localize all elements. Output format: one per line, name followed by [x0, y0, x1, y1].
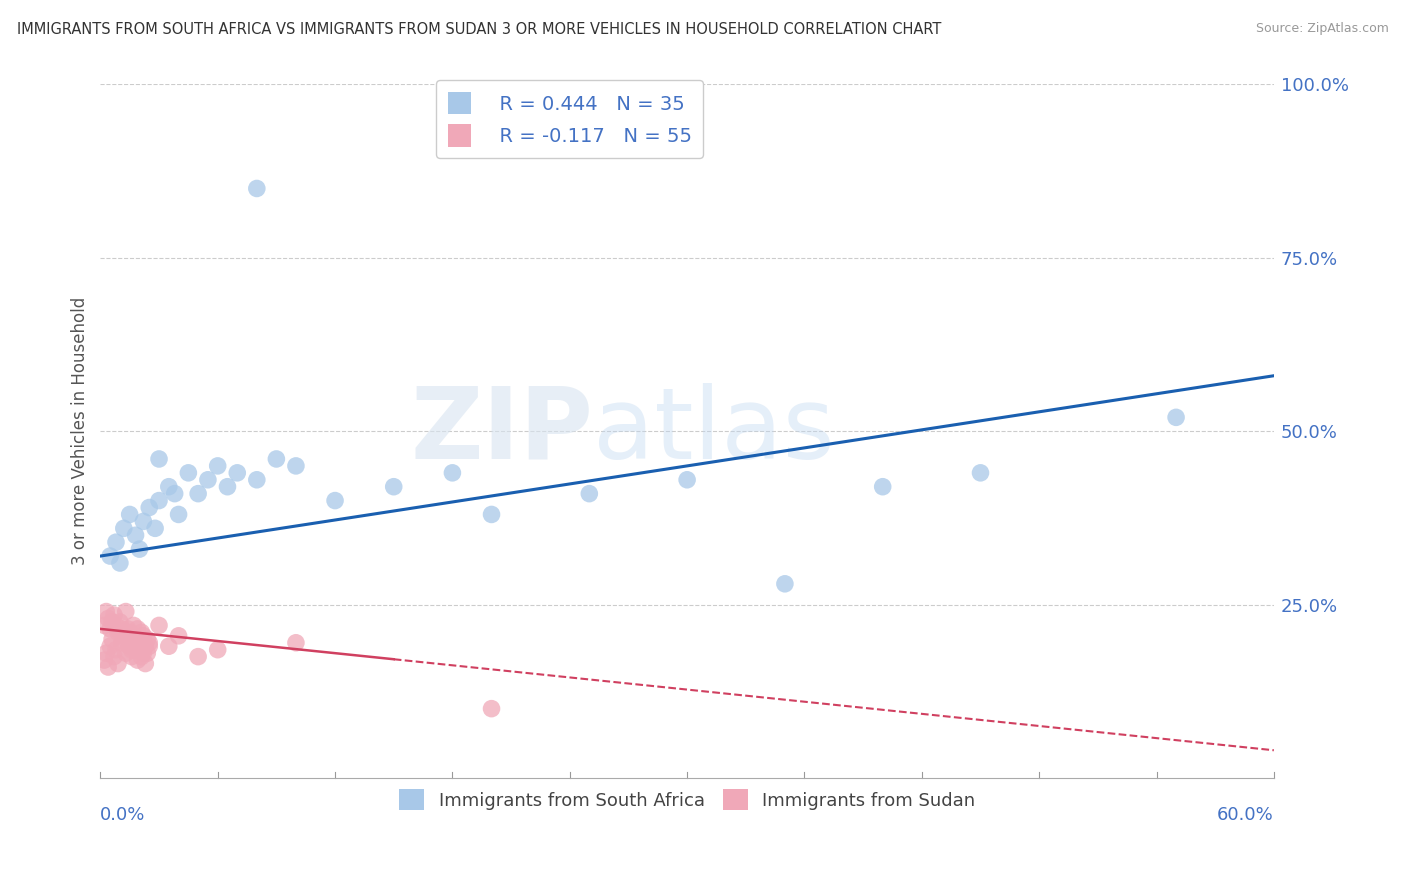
Point: [138, 500, 160, 515]
Point: [101, 615, 124, 629]
Point: [134, 639, 156, 653]
Point: [969, 466, 991, 480]
Point: [148, 452, 170, 467]
Point: [93, 618, 115, 632]
Text: IMMIGRANTS FROM SOUTH AFRICA VS IMMIGRANTS FROM SUDAN 3 OR MORE VEHICLES IN HOUS: IMMIGRANTS FROM SOUTH AFRICA VS IMMIGRAN…: [17, 22, 941, 37]
Point: [136, 632, 159, 647]
Point: [132, 629, 155, 643]
Point: [118, 639, 141, 653]
Point: [98, 639, 121, 653]
Point: [117, 636, 139, 650]
Y-axis label: 3 or more Vehicles in Household: 3 or more Vehicles in Household: [72, 297, 89, 566]
Point: [157, 480, 180, 494]
Point: [578, 486, 600, 500]
Point: [128, 642, 150, 657]
Point: [323, 493, 346, 508]
Point: [246, 181, 269, 195]
Point: [1164, 410, 1187, 425]
Point: [124, 642, 146, 657]
Text: atlas: atlas: [593, 383, 835, 480]
Point: [105, 618, 128, 632]
Point: [131, 625, 153, 640]
Point: [103, 607, 125, 622]
Point: [872, 480, 894, 494]
Point: [207, 642, 229, 657]
Point: [97, 611, 120, 625]
Point: [108, 625, 131, 640]
Point: [107, 657, 129, 671]
Point: [118, 508, 141, 522]
Point: [226, 466, 249, 480]
Point: [117, 622, 139, 636]
Point: [108, 556, 131, 570]
Point: [134, 657, 156, 671]
Point: [105, 535, 128, 549]
Point: [121, 642, 143, 657]
Point: [187, 486, 209, 500]
Text: Source: ZipAtlas.com: Source: ZipAtlas.com: [1256, 22, 1389, 36]
Point: [284, 636, 307, 650]
Point: [163, 486, 186, 500]
Point: [138, 639, 160, 653]
Point: [105, 642, 128, 657]
Point: [98, 549, 121, 563]
Point: [132, 646, 155, 660]
Point: [284, 458, 307, 473]
Point: [177, 466, 200, 480]
Point: [382, 480, 405, 494]
Point: [157, 639, 180, 653]
Point: [107, 625, 129, 640]
Point: [114, 646, 136, 660]
Point: [136, 646, 159, 660]
Point: [114, 605, 136, 619]
Point: [773, 576, 796, 591]
Point: [118, 625, 141, 640]
Point: [197, 473, 219, 487]
Point: [132, 515, 155, 529]
Point: [127, 653, 149, 667]
Text: 60.0%: 60.0%: [1218, 805, 1274, 823]
Point: [112, 629, 135, 643]
Point: [108, 615, 131, 629]
Point: [112, 629, 135, 643]
Point: [128, 542, 150, 557]
Point: [122, 618, 145, 632]
Point: [441, 466, 464, 480]
Point: [481, 701, 503, 715]
Point: [187, 649, 209, 664]
Text: ZIP: ZIP: [411, 383, 593, 480]
Point: [111, 636, 134, 650]
Legend: Immigrants from South Africa, Immigrants from Sudan: Immigrants from South Africa, Immigrants…: [392, 782, 983, 818]
Text: 0.0%: 0.0%: [100, 805, 146, 823]
Point: [131, 649, 153, 664]
Point: [138, 636, 160, 650]
Point: [121, 649, 143, 664]
Point: [148, 493, 170, 508]
Point: [481, 508, 503, 522]
Point: [246, 473, 269, 487]
Point: [167, 508, 190, 522]
Point: [676, 473, 699, 487]
Point: [167, 629, 190, 643]
Point: [124, 632, 146, 647]
Point: [96, 605, 118, 619]
Point: [143, 521, 166, 535]
Point: [148, 618, 170, 632]
Point: [217, 480, 239, 494]
Point: [124, 528, 146, 542]
Point: [98, 622, 121, 636]
Point: [103, 649, 125, 664]
Point: [207, 458, 229, 473]
Point: [112, 521, 135, 535]
Point: [122, 632, 145, 647]
Point: [111, 622, 134, 636]
Point: [97, 660, 120, 674]
Point: [127, 622, 149, 636]
Point: [93, 653, 115, 667]
Point: [101, 632, 124, 647]
Point: [266, 452, 288, 467]
Point: [96, 646, 118, 660]
Point: [128, 636, 150, 650]
